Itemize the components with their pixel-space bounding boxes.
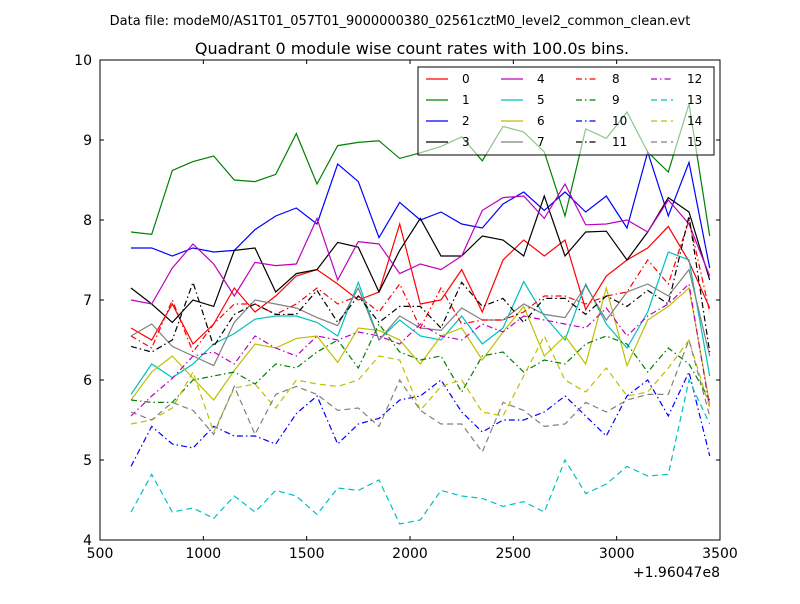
- legend-label-7: 7: [537, 135, 545, 149]
- series-line-5: [130, 251, 711, 395]
- series-line-10: [130, 370, 711, 467]
- series-line-0: [130, 221, 711, 345]
- legend-box: [417, 66, 715, 156]
- y-tick-label: 5: [83, 453, 92, 469]
- legend-label-10: 10: [612, 114, 627, 128]
- series-line-9: [130, 322, 711, 403]
- series-line-13: [130, 378, 711, 525]
- series-line-6: [130, 285, 711, 405]
- legend-label-6: 6: [537, 114, 545, 128]
- series-line-3: [130, 194, 711, 324]
- x-tick-label: 2500: [496, 546, 532, 562]
- legend-label-2: 2: [462, 114, 470, 128]
- series-line-4: [130, 182, 711, 305]
- series-line-14: [130, 334, 711, 434]
- legend-label-14: 14: [687, 114, 702, 128]
- series-line-15: [130, 338, 711, 454]
- x-tick-label: 3500: [702, 546, 738, 562]
- y-tick-label: 7: [83, 293, 92, 309]
- x-tick-label: 1000: [186, 546, 222, 562]
- series-line-8: [130, 217, 711, 354]
- legend-label-12: 12: [687, 72, 702, 86]
- x-tick-label: 3000: [599, 546, 635, 562]
- x-tick-label: 2000: [392, 546, 428, 562]
- chart-title: Quadrant 0 module wise count rates with …: [195, 39, 629, 58]
- legend-label-4: 4: [537, 72, 545, 86]
- y-tick-label: 8: [83, 213, 92, 229]
- legend-label-11: 11: [612, 135, 627, 149]
- plot-area: [130, 103, 711, 525]
- legend-label-0: 0: [462, 72, 470, 86]
- y-tick-label: 6: [83, 373, 92, 389]
- legend-label-9: 9: [612, 93, 620, 107]
- x-tick-label: 1500: [289, 546, 325, 562]
- legend-label-5: 5: [537, 93, 545, 107]
- y-tick-label: 4: [83, 533, 92, 549]
- y-tick-label: 10: [74, 53, 92, 69]
- x-offset-label: +1.96047e8: [633, 565, 720, 581]
- legend-label-1: 1: [462, 93, 470, 107]
- series-line-2: [131, 149, 711, 269]
- y-tick-label: 9: [83, 133, 92, 149]
- legend-label-13: 13: [687, 93, 702, 107]
- x-tick-label: 500: [87, 546, 114, 562]
- legend-label-8: 8: [612, 72, 620, 86]
- series-line-12: [130, 282, 711, 417]
- legend-label-3: 3: [462, 135, 470, 149]
- series-line-11: [130, 215, 711, 353]
- legend-label-15: 15: [687, 135, 702, 149]
- data-file-label: Data file: modeM0/AS1T01_057T01_90000003…: [110, 14, 691, 29]
